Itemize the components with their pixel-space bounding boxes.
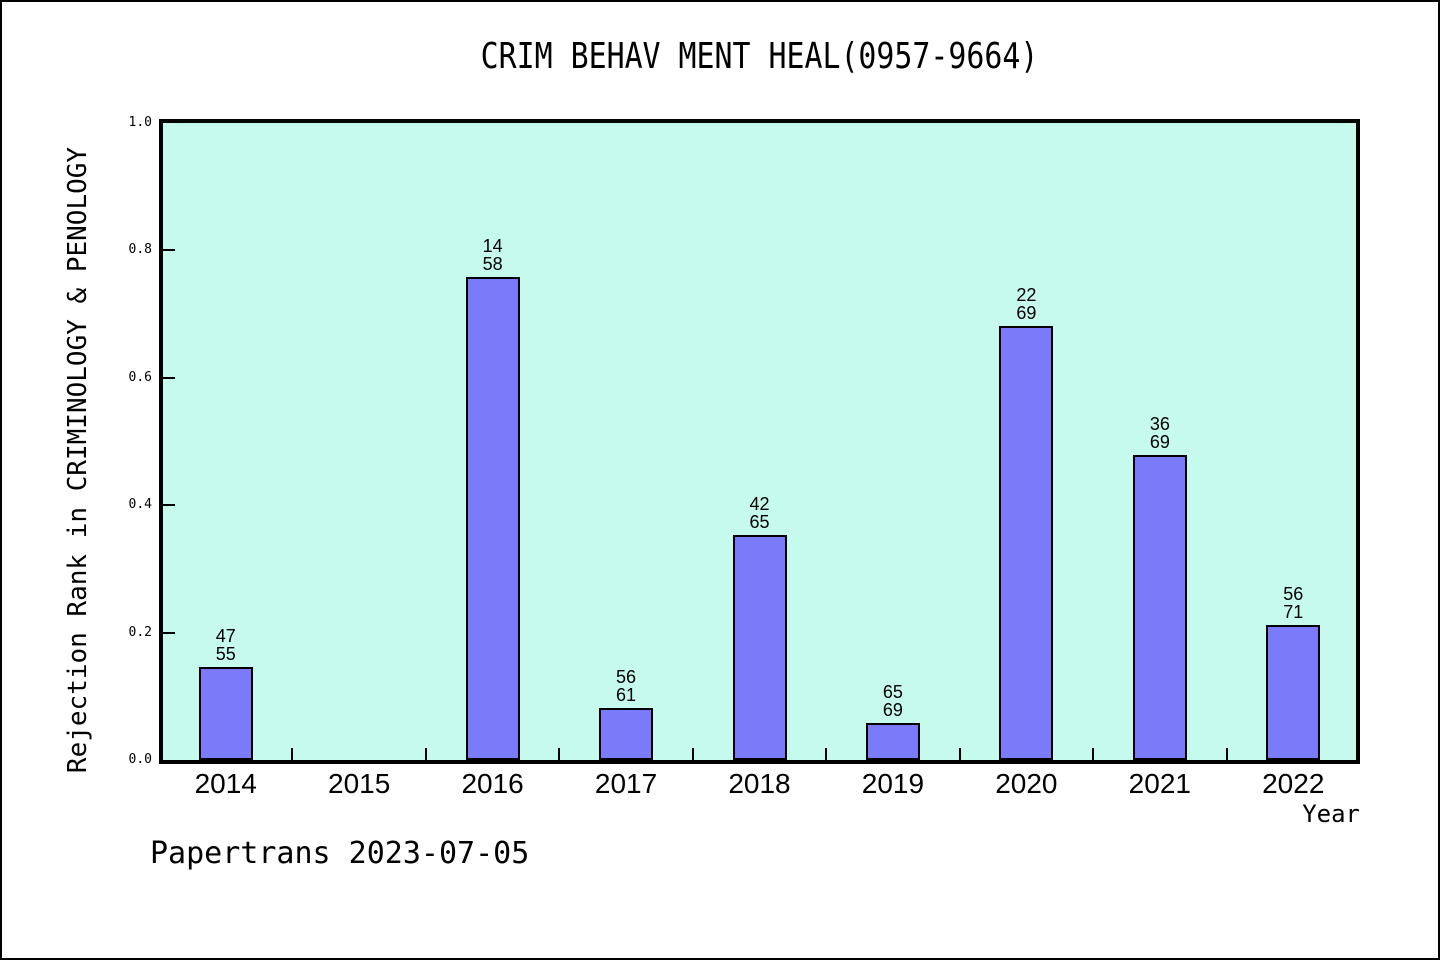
bar-annotation-total: 65 — [749, 512, 770, 532]
y-tick-label: 1.0 — [128, 115, 152, 130]
x-category-label-2016: 2016 — [461, 768, 524, 799]
x-tick-mark — [958, 748, 961, 760]
y-axis-label: Rejection Rank in CRIMINOLOGY & PENOLOGY — [63, 146, 93, 774]
y-tick-label: 0.6 — [128, 369, 152, 385]
x-tick-mark — [424, 748, 427, 760]
x-tick-mark — [558, 748, 561, 760]
bar-annotation-rank: 56 — [616, 667, 637, 687]
y-tick-label: 0.4 — [128, 497, 152, 513]
bar-annotation-2020: 22 69 — [976, 286, 1076, 322]
bar-annotation-total: 69 — [1149, 432, 1170, 452]
chart-title: CRIM BEHAV MENT HEAL(0957-9664) — [480, 36, 1039, 77]
bar-annotation-total: 58 — [482, 254, 503, 274]
bar-annotation-rank: 42 — [749, 494, 770, 514]
bar-annotation-2018: 42 65 — [710, 495, 810, 531]
x-tick-mark — [1225, 748, 1228, 760]
bar-annotation-total: 71 — [1283, 602, 1304, 622]
x-category-label-2019: 2019 — [861, 768, 925, 799]
bar-annotation-2019: 65 69 — [843, 683, 943, 719]
bar-annotation-2014: 47 55 — [176, 627, 276, 663]
bar-annotation-total: 69 — [1016, 303, 1037, 323]
bar-2014 — [198, 667, 253, 760]
bar-2022 — [1266, 625, 1321, 760]
bar-annotation-total: 61 — [616, 685, 637, 705]
bar-2018 — [732, 535, 787, 760]
bar-annotation-2017: 56 61 — [576, 668, 676, 704]
bar-annotation-rank: 14 — [482, 236, 503, 256]
bar-2019 — [865, 723, 920, 760]
x-axis-label: Year — [1302, 800, 1360, 828]
y-tick-mark — [163, 376, 175, 379]
x-tick-mark — [825, 748, 828, 760]
x-category-label-2014: 2014 — [194, 768, 257, 799]
bar-2021 — [1132, 455, 1187, 760]
x-category-label-2022: 2022 — [1262, 768, 1325, 799]
x-tick-mark — [1092, 748, 1095, 760]
x-category-label-2020: 2020 — [995, 768, 1058, 799]
y-tick-label: 0.2 — [128, 624, 152, 640]
bar-annotation-2022: 56 71 — [1243, 585, 1343, 621]
x-category-label-2018: 2018 — [728, 768, 791, 799]
y-tick-label: 0.0 — [128, 752, 152, 767]
y-tick-mark — [163, 504, 175, 507]
y-tick-mark — [163, 249, 175, 252]
y-tick-mark — [163, 631, 175, 634]
bar-2016 — [465, 277, 520, 760]
watermark-text: Papertrans 2023-07-05 — [150, 836, 530, 871]
bar-annotation-rank: 56 — [1283, 584, 1304, 604]
bar-annotation-rank: 36 — [1149, 414, 1170, 434]
bar-annotation-2016: 14 58 — [443, 237, 543, 273]
x-category-label-2017: 2017 — [594, 768, 658, 799]
x-tick-mark — [291, 748, 294, 760]
bar-annotation-2021: 36 69 — [1110, 415, 1210, 451]
x-tick-mark — [691, 748, 694, 760]
bar-annotation-total: 55 — [215, 644, 236, 664]
y-tick-label: 0.8 — [128, 242, 152, 258]
bar-annotation-total: 69 — [882, 700, 903, 720]
bar-2020 — [999, 326, 1054, 760]
bar-2017 — [599, 708, 654, 760]
bar-annotation-rank: 47 — [215, 626, 236, 646]
bar-annotation-rank: 65 — [882, 682, 903, 702]
x-category-label-2021: 2021 — [1128, 768, 1191, 799]
x-category-label-2015: 2015 — [328, 768, 391, 799]
bar-annotation-rank: 22 — [1016, 285, 1037, 305]
